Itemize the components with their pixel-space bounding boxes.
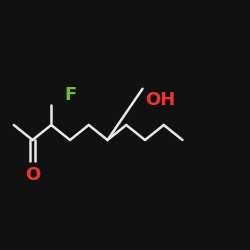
Text: OH: OH <box>145 91 175 109</box>
Text: F: F <box>64 86 76 104</box>
Text: O: O <box>25 166 40 184</box>
